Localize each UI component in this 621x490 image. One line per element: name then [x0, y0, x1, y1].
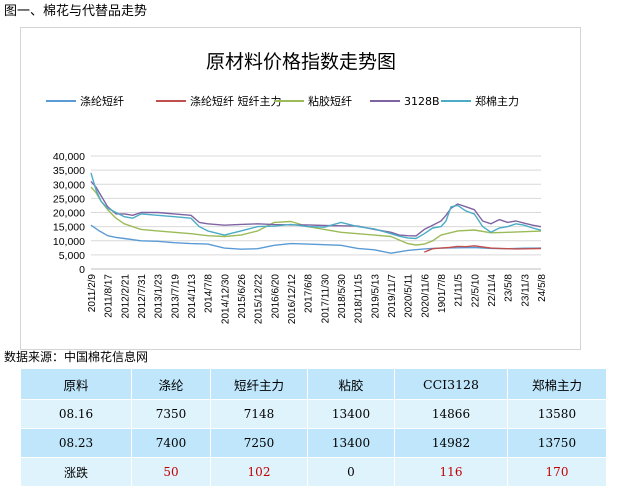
source-note: 数据来源：中国棉花信息网: [4, 350, 149, 364]
y-tick-label: 5,000: [59, 250, 85, 262]
chart-title: 原材料价格指数走势图: [206, 51, 396, 73]
x-tick-label: 2013/7/19: [170, 274, 181, 319]
y-tick-label: 35,000: [53, 165, 85, 177]
x-tick-label: 2018/5/30: [337, 274, 348, 319]
table-row-change: 涨跌 50 102 0 116 170: [20, 457, 607, 487]
change-cell: 102: [210, 457, 308, 487]
x-tick-label: 2019/11/7: [387, 274, 398, 318]
table-cell: 7148: [210, 399, 308, 429]
header-cell: 短纤主力: [210, 368, 308, 400]
x-tick-label: 22/5/10: [470, 274, 481, 308]
table-header-row: 原料 涤纶 短纤主力 粘胶 CCI3128 郑棉主力: [20, 368, 607, 400]
x-tick-label: 2018/11/15: [354, 274, 365, 324]
table-cell: 13750: [507, 428, 607, 458]
y-tick-label: 15,000: [53, 222, 85, 234]
table-cell: 7250: [210, 428, 308, 458]
header-cell: CCI3128: [394, 368, 508, 400]
legend-label: 粘胶短纤: [308, 94, 352, 108]
legend-label: 3128B: [404, 95, 440, 108]
x-tick-label: 2016/12/12: [287, 274, 298, 324]
x-tick-label: 2019/5/13: [370, 274, 381, 319]
x-tick-label: 2012/2/21: [120, 274, 131, 319]
change-cell: 0: [307, 457, 395, 487]
x-tick-label: 2014/12/30: [220, 274, 231, 324]
x-tick-label: 2014/7/8: [204, 274, 215, 313]
table-row: 08.16 7350 7148 13400 14866 13580: [20, 399, 607, 429]
x-tick-label: 2014/1/13: [187, 274, 198, 319]
y-tick-label: 30,000: [53, 179, 85, 191]
x-tick-label: 2012/7/31: [137, 274, 148, 319]
legend-label: 郑棉主力: [475, 94, 519, 108]
change-cell: 116: [394, 457, 508, 487]
series-line-1: [90, 224, 542, 254]
chart-area: 原材料价格指数走势图 涤纶短纤 涤纶短纤 短纤主力 粘胶短纤 3128B 郑棉主力 40…: [20, 27, 581, 350]
figure-title: 图一、棉花与代替品走势: [4, 4, 148, 19]
x-tick-label: 2017/11/30: [320, 274, 331, 324]
change-cell: 50: [131, 457, 211, 487]
x-tick-label: 1901/7/8: [437, 274, 448, 313]
y-tick-label: 40,000: [53, 151, 85, 163]
x-tick-label: 2020/5/11: [404, 274, 415, 318]
legend-label: 涤纶短纤 短纤主力: [190, 94, 282, 108]
series-line-2: [424, 245, 542, 253]
series-line-5: [90, 172, 542, 240]
x-tick-label: 2016/6/20: [270, 274, 281, 319]
table-cell: 13580: [507, 399, 607, 429]
header-cell: 涤纶: [131, 368, 211, 400]
price-table: 原料 涤纶 短纤主力 粘胶 CCI3128 郑棉主力 08.16 7350 71…: [20, 368, 607, 487]
table-cell: 7400: [131, 428, 211, 458]
header-cell: 原料: [20, 368, 132, 400]
table-cell: 涨跌: [20, 457, 132, 487]
table-cell: 14866: [394, 399, 508, 429]
legend-label: 涤纶短纤: [80, 94, 124, 108]
x-axis: 2011/2/9 2011/8/17 2012/2/21 2012/7/31 2013/…: [87, 268, 548, 324]
table-cell: 13400: [307, 428, 395, 458]
x-tick-label: 2011/2/9: [87, 274, 98, 313]
x-tick-label: 2013/1/23: [154, 274, 165, 319]
change-cell: 170: [507, 457, 607, 487]
x-tick-label: 21/11/5: [454, 274, 465, 307]
table-cell: 08.23: [20, 428, 132, 458]
x-tick-label: 23/11/3: [520, 274, 531, 307]
table-cell: 13400: [307, 399, 395, 429]
y-axis: 40,000 35,000 30,000 25,000 20,000 15,000 10,0…: [53, 151, 85, 276]
x-tick-label: 2015/6/26: [237, 274, 248, 319]
series-group: [90, 172, 542, 254]
table-row: 08.23 7400 7250 13400 14982 13750: [20, 428, 607, 458]
y-tick-label: 10,000: [53, 236, 85, 248]
y-tick-label: 25,000: [53, 193, 85, 205]
y-tick-label: 0: [79, 264, 85, 276]
x-tick-label: 22/11/4: [487, 274, 498, 307]
x-tick-label: 2020/11/6: [420, 274, 431, 318]
table-cell: 7350: [131, 399, 211, 429]
x-tick-label: 2017/6/8: [304, 274, 315, 313]
line-chart: 原材料价格指数走势图 涤纶短纤 涤纶短纤 短纤主力 粘胶短纤 3128B 郑棉主力 40…: [46, 51, 548, 324]
x-tick-label: 24/5/8: [537, 274, 548, 302]
x-tick-label: 2011/8/17: [104, 274, 115, 318]
legend: 涤纶短纤 涤纶短纤 短纤主力 粘胶短纤 3128B 郑棉主力: [46, 94, 519, 108]
header-cell: 粘胶: [307, 368, 395, 400]
table-cell: 14982: [394, 428, 508, 458]
header-cell: 郑棉主力: [507, 368, 607, 400]
x-tick-label: 2015/12/22: [254, 274, 265, 324]
y-tick-label: 20,000: [53, 208, 85, 220]
table-cell: 08.16: [20, 399, 132, 429]
x-tick-label: 23/5/8: [504, 274, 515, 302]
